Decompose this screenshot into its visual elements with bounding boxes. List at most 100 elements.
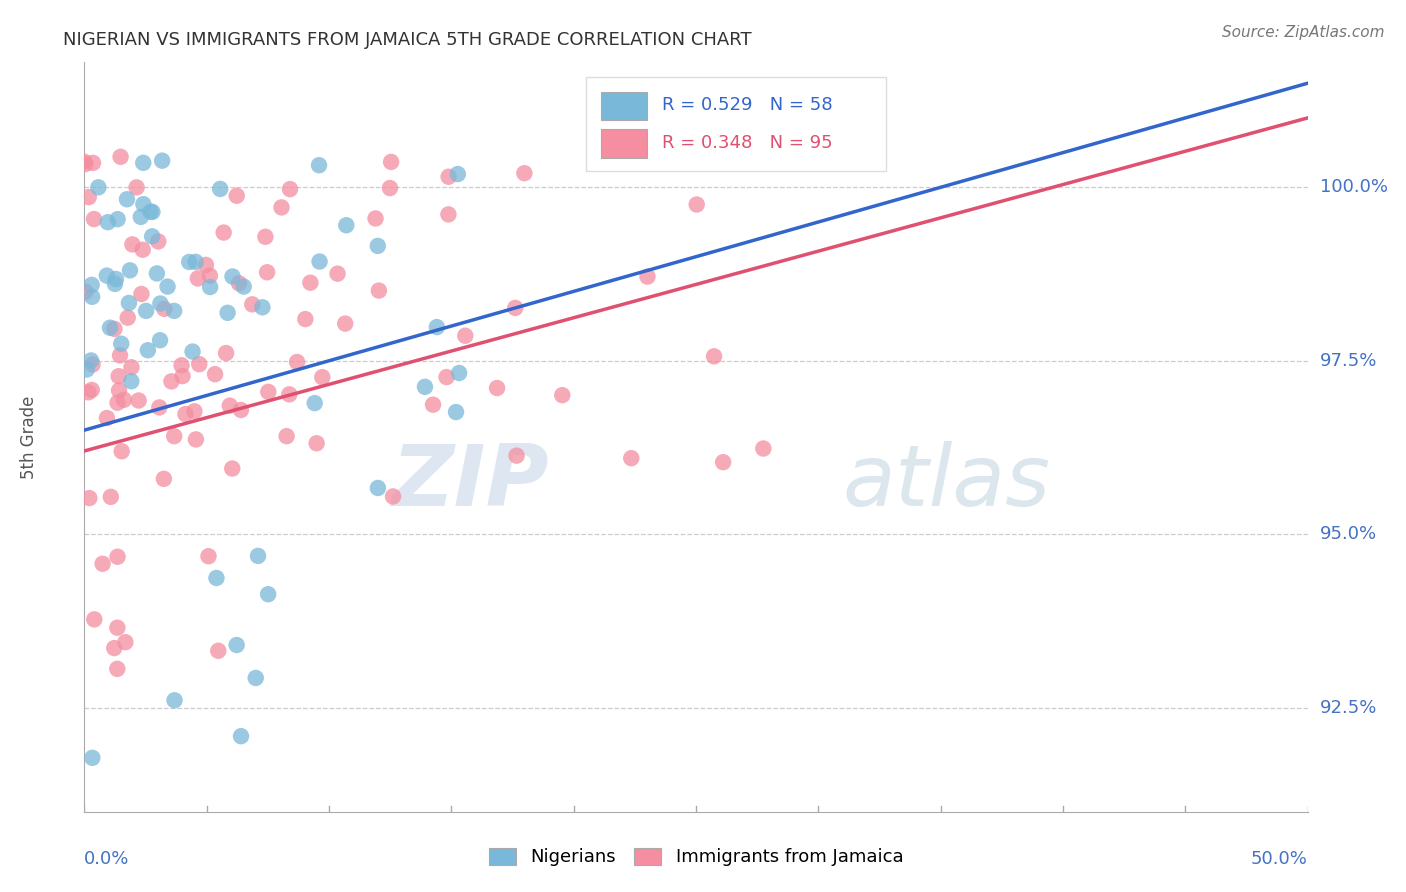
Point — [105, 621, 128, 635]
Point — [308, 254, 330, 268]
Point — [257, 384, 280, 399]
Point — [449, 366, 471, 380]
Point — [221, 269, 243, 284]
Point — [131, 243, 153, 257]
Point — [77, 385, 100, 400]
Point — [121, 237, 143, 252]
Point — [278, 182, 301, 196]
Point — [254, 229, 277, 244]
Point — [107, 369, 129, 384]
Point — [308, 158, 330, 172]
Point — [135, 304, 157, 318]
Point — [114, 635, 136, 649]
Text: Source: ZipAtlas.com: Source: ZipAtlas.com — [1222, 25, 1385, 40]
Point — [80, 277, 103, 292]
Point — [270, 201, 292, 215]
Point — [76, 362, 98, 376]
Point — [228, 277, 250, 291]
Point — [149, 333, 172, 347]
Point — [278, 387, 301, 401]
Point — [148, 401, 170, 415]
Point — [215, 346, 238, 360]
Point — [204, 367, 226, 381]
Point — [73, 154, 96, 169]
Point — [153, 472, 176, 486]
Point — [160, 375, 183, 389]
Point — [150, 153, 173, 168]
Point — [181, 344, 204, 359]
Point — [232, 279, 254, 293]
Text: 0.0%: 0.0% — [84, 850, 129, 868]
Text: 95.0%: 95.0% — [1320, 525, 1376, 543]
Point — [311, 370, 333, 384]
Point — [107, 395, 129, 409]
Point — [437, 207, 460, 221]
Text: R = 0.348   N = 95: R = 0.348 N = 95 — [662, 134, 832, 152]
Point — [299, 276, 322, 290]
Point — [118, 263, 141, 277]
Point — [637, 269, 659, 284]
Point — [80, 383, 103, 397]
Point — [240, 297, 263, 311]
Point — [378, 181, 401, 195]
Point — [96, 268, 118, 283]
Point — [225, 188, 247, 202]
Point — [75, 285, 97, 299]
Point — [108, 348, 131, 362]
Point — [80, 353, 103, 368]
Point — [120, 360, 142, 375]
Point — [163, 693, 186, 707]
Point — [136, 343, 159, 358]
Point — [304, 396, 326, 410]
Bar — [600, 92, 647, 120]
Point — [503, 301, 526, 315]
Point — [229, 403, 252, 417]
Text: 92.5%: 92.5% — [1320, 698, 1378, 716]
Point — [686, 197, 709, 211]
Point — [163, 429, 186, 443]
Text: 5th Grade: 5th Grade — [20, 395, 38, 479]
Point — [413, 380, 436, 394]
Point — [257, 587, 280, 601]
Point — [118, 296, 141, 310]
Point — [422, 398, 444, 412]
Point — [436, 370, 458, 384]
Point — [335, 317, 357, 331]
Point — [212, 226, 235, 240]
Point — [146, 267, 169, 281]
Point — [110, 150, 132, 164]
Point — [97, 215, 120, 229]
Point — [120, 374, 142, 388]
Point — [276, 429, 298, 443]
Point — [132, 197, 155, 211]
Point — [207, 644, 229, 658]
Point — [184, 255, 207, 269]
Point — [217, 306, 239, 320]
Point — [100, 490, 122, 504]
Point — [108, 384, 131, 398]
Point — [221, 461, 243, 475]
Point — [163, 304, 186, 318]
Point — [107, 212, 129, 227]
Point — [505, 449, 527, 463]
Point — [752, 442, 775, 456]
Point — [87, 180, 110, 194]
Point — [174, 407, 197, 421]
Text: ZIP: ZIP — [391, 441, 550, 524]
Point — [75, 157, 97, 171]
Text: atlas: atlas — [842, 441, 1050, 524]
Point — [103, 322, 125, 336]
Point — [128, 393, 150, 408]
Point — [115, 192, 138, 206]
Point — [426, 320, 449, 334]
Point — [179, 255, 201, 269]
Point — [117, 310, 139, 325]
Point — [149, 296, 172, 310]
Point — [103, 641, 125, 656]
Point — [444, 405, 467, 419]
Point — [197, 549, 219, 564]
Point — [77, 190, 100, 204]
Point — [141, 205, 163, 219]
Point — [187, 271, 209, 285]
Legend: Nigerians, Immigrants from Jamaica: Nigerians, Immigrants from Jamaica — [489, 847, 903, 866]
